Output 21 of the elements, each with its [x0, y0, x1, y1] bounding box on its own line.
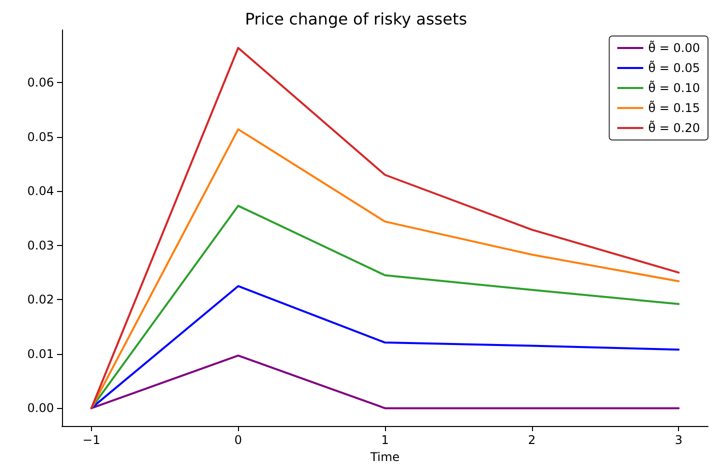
y-tick-label: 0.01 — [27, 346, 54, 361]
y-tick-label: 0.02 — [27, 292, 54, 307]
legend-label: θ̃ = 0.20 — [648, 120, 700, 135]
x-tick-label: 2 — [528, 433, 536, 448]
y-tick-label: 0.03 — [27, 238, 54, 252]
x-tick-label: 3 — [674, 433, 682, 448]
x-tick-label: −1 — [82, 433, 100, 448]
x-axis-title: Time — [369, 450, 400, 464]
legend-label: θ̃ = 0.10 — [648, 80, 700, 95]
legend-label: θ̃ = 0.00 — [648, 40, 700, 55]
legend-label: θ̃ = 0.05 — [648, 60, 700, 75]
legend-label: θ̃ = 0.15 — [648, 100, 700, 115]
x-tick-label: 1 — [381, 433, 389, 448]
line-series — [90, 285, 680, 410]
y-tick-label: 0.05 — [27, 130, 54, 144]
line-series — [90, 204, 680, 410]
y-tick-label: 0.06 — [27, 76, 54, 90]
x-tick-label: 0 — [234, 433, 242, 448]
y-tick-label: 0.04 — [27, 184, 54, 198]
chart-title: Price change of risky assets — [244, 10, 468, 28]
y-tick-label: 0.00 — [27, 401, 54, 416]
